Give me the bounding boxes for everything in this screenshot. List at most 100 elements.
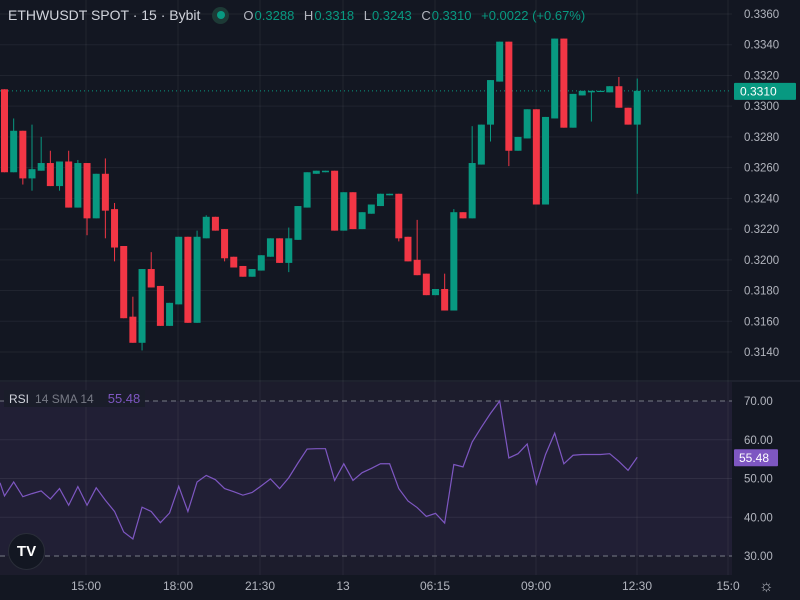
candle-body	[303, 172, 311, 208]
candle	[211, 216, 219, 231]
candle-body	[624, 107, 632, 125]
symbol-title[interactable]: ETHWUSDT SPOT · 15 · Bybit	[8, 7, 201, 23]
candle-body	[10, 130, 18, 173]
candle	[532, 109, 540, 205]
candle-body	[147, 269, 155, 288]
candle	[468, 126, 476, 219]
candle-body	[19, 130, 27, 179]
price-tick-label: 0.3320	[744, 70, 779, 82]
candle-body	[92, 173, 100, 219]
time-tick-label: 15:00	[71, 579, 101, 593]
candle-body	[413, 259, 421, 276]
candle-body	[597, 90, 605, 93]
candle-body	[83, 163, 91, 219]
price-tick-label: 0.3200	[744, 255, 779, 267]
candle-body	[514, 136, 522, 151]
candle-body	[37, 163, 45, 171]
candle	[303, 172, 311, 208]
candle-body	[551, 38, 559, 119]
candle-body	[46, 163, 54, 187]
close-value: 0.3310	[431, 7, 472, 23]
high-label: H	[303, 7, 314, 23]
candle	[147, 252, 155, 288]
rsi-name: RSI	[9, 391, 30, 406]
candle	[633, 78, 641, 194]
candle	[597, 90, 605, 93]
candle-body	[340, 192, 348, 231]
candle	[496, 41, 504, 82]
candle-body	[184, 236, 192, 323]
candle	[450, 209, 458, 311]
candle	[285, 227, 293, 273]
last-price-badge	[734, 82, 796, 100]
candle	[569, 93, 577, 128]
price-tick-label: 0.3260	[744, 163, 779, 175]
candle	[551, 38, 559, 119]
candle	[367, 204, 375, 214]
candle	[276, 238, 284, 263]
candle	[376, 193, 384, 207]
candle-body	[248, 269, 256, 277]
time-tick-label: 06:15	[420, 579, 450, 593]
price-tick-label: 0.3140	[744, 347, 779, 359]
candle-body	[477, 124, 485, 165]
candle-body	[633, 90, 641, 125]
close-label: C	[421, 7, 431, 23]
candle	[422, 273, 430, 296]
candle-body	[312, 170, 320, 174]
ohlc-values: O0.3288 H0.3318 L0.3243 C0.3310 +0.0022 …	[243, 8, 591, 23]
candle-body	[230, 256, 238, 268]
candle-body	[431, 289, 439, 296]
tradingview-logo-icon[interactable]: TV	[8, 533, 45, 570]
time-tick-label: 18:00	[163, 579, 193, 593]
candle-body	[156, 285, 164, 326]
candle	[111, 202, 119, 262]
candle	[184, 236, 192, 323]
last-price-badge-label: 0.3310	[740, 84, 777, 98]
rsi-legend[interactable]: RSI 14 SMA 14 55.48	[4, 390, 146, 407]
candle-body	[239, 265, 247, 277]
rsi-value-badge-label: 55.48	[739, 451, 769, 465]
candle	[10, 118, 18, 173]
candle-body	[211, 216, 219, 231]
settings-gear-icon[interactable]: ☼	[759, 578, 774, 595]
candle-body	[505, 41, 513, 151]
price-tick-label: 0.3280	[744, 132, 779, 144]
candle	[624, 107, 632, 125]
candle-body	[65, 161, 73, 208]
time-tick-label: 15:0	[716, 579, 740, 593]
candle	[202, 215, 210, 239]
candle	[166, 302, 174, 326]
candle-body	[349, 192, 357, 230]
candle	[294, 206, 302, 240]
candle	[74, 159, 82, 208]
candle-body	[129, 316, 137, 343]
candle	[156, 285, 164, 326]
candle	[505, 41, 513, 167]
candle	[321, 170, 329, 173]
candle-body	[1, 89, 8, 173]
candle-body	[358, 212, 366, 230]
candle	[230, 256, 238, 268]
candle	[606, 86, 614, 93]
price-tick-label: 0.3240	[744, 193, 779, 205]
candle-body	[166, 302, 174, 326]
candle-body	[587, 90, 595, 93]
price-tick-label: 0.3160	[744, 316, 779, 328]
candle	[175, 236, 183, 305]
candle	[340, 192, 348, 231]
rsi-band	[0, 401, 732, 556]
candle-body	[367, 204, 375, 214]
time-tick-label: 21:30	[245, 579, 275, 593]
candle	[101, 158, 109, 239]
candle	[441, 273, 449, 311]
rsi-value: 55.48	[107, 391, 141, 406]
candle-body	[468, 163, 476, 219]
candle-body	[422, 273, 430, 296]
candle	[523, 109, 531, 139]
candle	[578, 90, 586, 96]
rsi-line	[0, 399, 638, 540]
rsi-tick-label: 30.00	[744, 551, 773, 563]
candle	[56, 161, 64, 191]
